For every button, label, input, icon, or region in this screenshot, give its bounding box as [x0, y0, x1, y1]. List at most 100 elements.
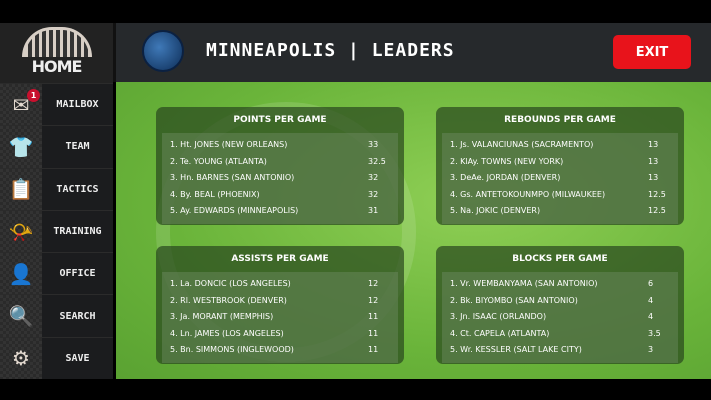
leader-row[interactable]: 1. Ht. JONES (NEW ORLEANS) 33: [170, 137, 390, 154]
leader-row[interactable]: 2. Bk. BIYOMBO (SAN ANTONIO) 4: [450, 293, 670, 310]
panel-title: BLOCKS PER GAME: [512, 254, 608, 264]
player-name: 4. Ln. JAMES (LOS ANGELES): [170, 328, 284, 338]
stat-value: 3: [648, 345, 654, 354]
sidebar-item-label: SEARCH: [59, 310, 96, 322]
jersey-icon: 👕: [0, 126, 42, 168]
search-icon-glyph: 🔍: [8, 304, 34, 329]
stat-value: 11: [368, 312, 379, 321]
clipboard-icon-glyph: 📋: [8, 177, 34, 202]
sidebar-item-label: TEAM: [65, 141, 90, 153]
player-name: 3. DeAe. JORDAN (DENVER): [450, 173, 561, 182]
leader-list: 1. La. DONCIC (LOS ANGELES) 12 2. Rl. WEST…: [162, 272, 398, 363]
leader-row[interactable]: 3. Hn. BARNES (SAN ANTONIO) 32: [170, 170, 390, 187]
leader-row[interactable]: 3. Ja. MORANT (MEMPHIS) 11: [170, 309, 390, 326]
sidebar-item-label: TRAINING: [53, 226, 102, 238]
home-label: HOME: [31, 57, 83, 76]
stat-value: 3.5: [648, 328, 661, 338]
stat-value: 33: [368, 140, 379, 149]
search-icon: 🔍: [0, 295, 42, 337]
leader-row[interactable]: 5. Wr. KESSLER (SALT LAKE CITY) 3: [450, 342, 670, 359]
leader-row[interactable]: 5. Na. JOKIC (DENVER) 12.5: [450, 203, 670, 220]
sidebar-item-search[interactable]: 🔍 SEARCH: [0, 294, 113, 337]
stat-value: 11: [368, 345, 379, 354]
leader-row[interactable]: 5. Bn. SIMMONS (INGLEWOOD) 11: [170, 342, 390, 359]
stat-value: 12: [368, 295, 379, 305]
player-name: 3. Ja. MORANT (MEMPHIS): [170, 312, 274, 321]
player-name: 5. Bn. SIMMONS (INGLEWOOD): [170, 345, 294, 354]
leader-panel-rebounds-per-game: REBOUNDS PER GAME 1. Js. VALANCIUNAS (SAC…: [436, 107, 684, 225]
leader-row[interactable]: 1. Js. VALANCIUNAS (SACRAMENTO) 13: [450, 137, 670, 154]
arena-icon: [21, 27, 92, 57]
sidebar-item-tactics[interactable]: 📋 TACTICS: [0, 167, 113, 210]
leader-list: 1. Js. VALANCIUNAS (SACRAMENTO) 13 2. KlAy…: [442, 133, 678, 224]
leader-list: 1. Vr. WEMBANYAMA (SAN ANTONIO) 6 2. Bk. B…: [442, 272, 678, 363]
stat-value: 13: [648, 156, 659, 166]
sidebar-item-mailbox[interactable]: ✉ 1 MAILBOX: [0, 83, 113, 126]
leader-panel-blocks-per-game: BLOCKS PER GAME 1. Vr. WEMBANYAMA (SAN AN…: [436, 246, 684, 364]
sidebar-item-team[interactable]: 👕 TEAM: [0, 125, 113, 168]
stat-value: 32.5: [368, 156, 386, 166]
whistle-icon-glyph: 📯: [8, 219, 34, 244]
player-name: 1. Js. VALANCIUNAS (SACRAMENTO): [450, 140, 594, 149]
leader-row[interactable]: 1. Vr. WEMBANYAMA (SAN ANTONIO) 6: [450, 276, 670, 293]
gear-icon-glyph: ⚙: [12, 346, 30, 371]
unread-badge: 1: [27, 89, 40, 102]
stat-value: 11: [368, 328, 379, 338]
leader-row[interactable]: 2. Rl. WESTBROOK (DENVER) 12: [170, 293, 390, 310]
player-name: 2. Bk. BIYOMBO (SAN ANTONIO): [450, 295, 578, 305]
gear-icon: ⚙: [0, 337, 42, 380]
team-logo: [142, 30, 184, 72]
exit-button[interactable]: EXIT: [613, 35, 691, 69]
panel-title: POINTS PER GAME: [233, 115, 327, 125]
panel-title: REBOUNDS PER GAME: [504, 115, 616, 125]
person-icon-glyph: 👤: [8, 261, 34, 286]
leader-row[interactable]: 4. By. BEAL (PHOENIX) 32: [170, 187, 390, 204]
stat-value: 13: [648, 140, 659, 149]
player-name: 5. Ay. EDWARDS (MINNEAPOLIS): [170, 206, 299, 215]
player-name: 2. Rl. WESTBROOK (DENVER): [170, 295, 287, 305]
leader-list: 1. Ht. JONES (NEW ORLEANS) 33 2. Te. YOUNG…: [162, 133, 398, 224]
stat-value: 32: [368, 173, 379, 182]
leader-row[interactable]: 3. Jn. ISAAC (ORLANDO) 4: [450, 309, 670, 326]
player-name: 4. By. BEAL (PHOENIX): [170, 189, 260, 199]
mail-icon: ✉ 1: [0, 84, 42, 126]
player-name: 1. Vr. WEMBANYAMA (SAN ANTONIO): [450, 279, 598, 288]
stat-value: 4: [648, 295, 654, 305]
person-icon: 👤: [0, 253, 42, 295]
leader-row[interactable]: 1. La. DONCIC (LOS ANGELES) 12: [170, 276, 390, 293]
leader-row[interactable]: 3. DeAe. JORDAN (DENVER) 13: [450, 170, 670, 187]
leader-row[interactable]: 2. KlAy. TOWNS (NEW YORK) 13: [450, 154, 670, 171]
player-name: 4. Gs. ANTETOKOUNMPO (MILWAUKEE): [450, 189, 606, 199]
stat-value: 12.5: [648, 206, 666, 215]
stat-value: 6: [648, 279, 654, 288]
leader-row[interactable]: 2. Te. YOUNG (ATLANTA) 32.5: [170, 154, 390, 171]
player-name: 5. Wr. KESSLER (SALT LAKE CITY): [450, 345, 582, 354]
player-name: 2. KlAy. TOWNS (NEW YORK): [450, 156, 564, 166]
stat-value: 4: [648, 312, 654, 321]
jersey-icon-glyph: 👕: [8, 134, 34, 159]
sidebar-item-training[interactable]: 📯 TRAINING: [0, 209, 113, 253]
player-name: 1. La. DONCIC (LOS ANGELES): [170, 279, 291, 288]
leader-row[interactable]: 4. Gs. ANTETOKOUNMPO (MILWAUKEE) 12.5: [450, 187, 670, 204]
sidebar-item-save[interactable]: ⚙ SAVE: [0, 336, 113, 380]
sidebar-item-office[interactable]: 👤 OFFICE: [0, 252, 113, 295]
stat-value: 32: [368, 189, 379, 199]
leader-row[interactable]: 5. Ay. EDWARDS (MINNEAPOLIS) 31: [170, 203, 390, 220]
player-name: 3. Hn. BARNES (SAN ANTONIO): [170, 173, 295, 182]
header: MINNEAPOLIS | LEADERS EXIT: [113, 23, 711, 82]
sidebar-item-label: OFFICE: [59, 268, 96, 280]
sidebar-item-label: MAILBOX: [56, 99, 99, 111]
sidebar-item-label: TACTICS: [56, 183, 99, 195]
page-title: MINNEAPOLIS | LEADERS: [206, 40, 455, 61]
sidebar-item-label: SAVE: [65, 352, 90, 364]
clipboard-icon: 📋: [0, 168, 42, 210]
leader-panel-assists-per-game: ASSISTS PER GAME 1. La. DONCIC (LOS ANGEL…: [156, 246, 404, 364]
player-name: 3. Jn. ISAAC (ORLANDO): [450, 312, 547, 321]
stat-value: 12: [368, 279, 379, 288]
leader-row[interactable]: 4. Ct. CAPELA (ATLANTA) 3.5: [450, 326, 670, 343]
home-button[interactable]: HOME: [0, 23, 113, 83]
leader-row[interactable]: 4. Ln. JAMES (LOS ANGELES) 11: [170, 326, 390, 343]
player-name: 4. Ct. CAPELA (ATLANTA): [450, 328, 550, 338]
whistle-icon: 📯: [0, 210, 42, 253]
stat-value: 31: [368, 206, 379, 215]
